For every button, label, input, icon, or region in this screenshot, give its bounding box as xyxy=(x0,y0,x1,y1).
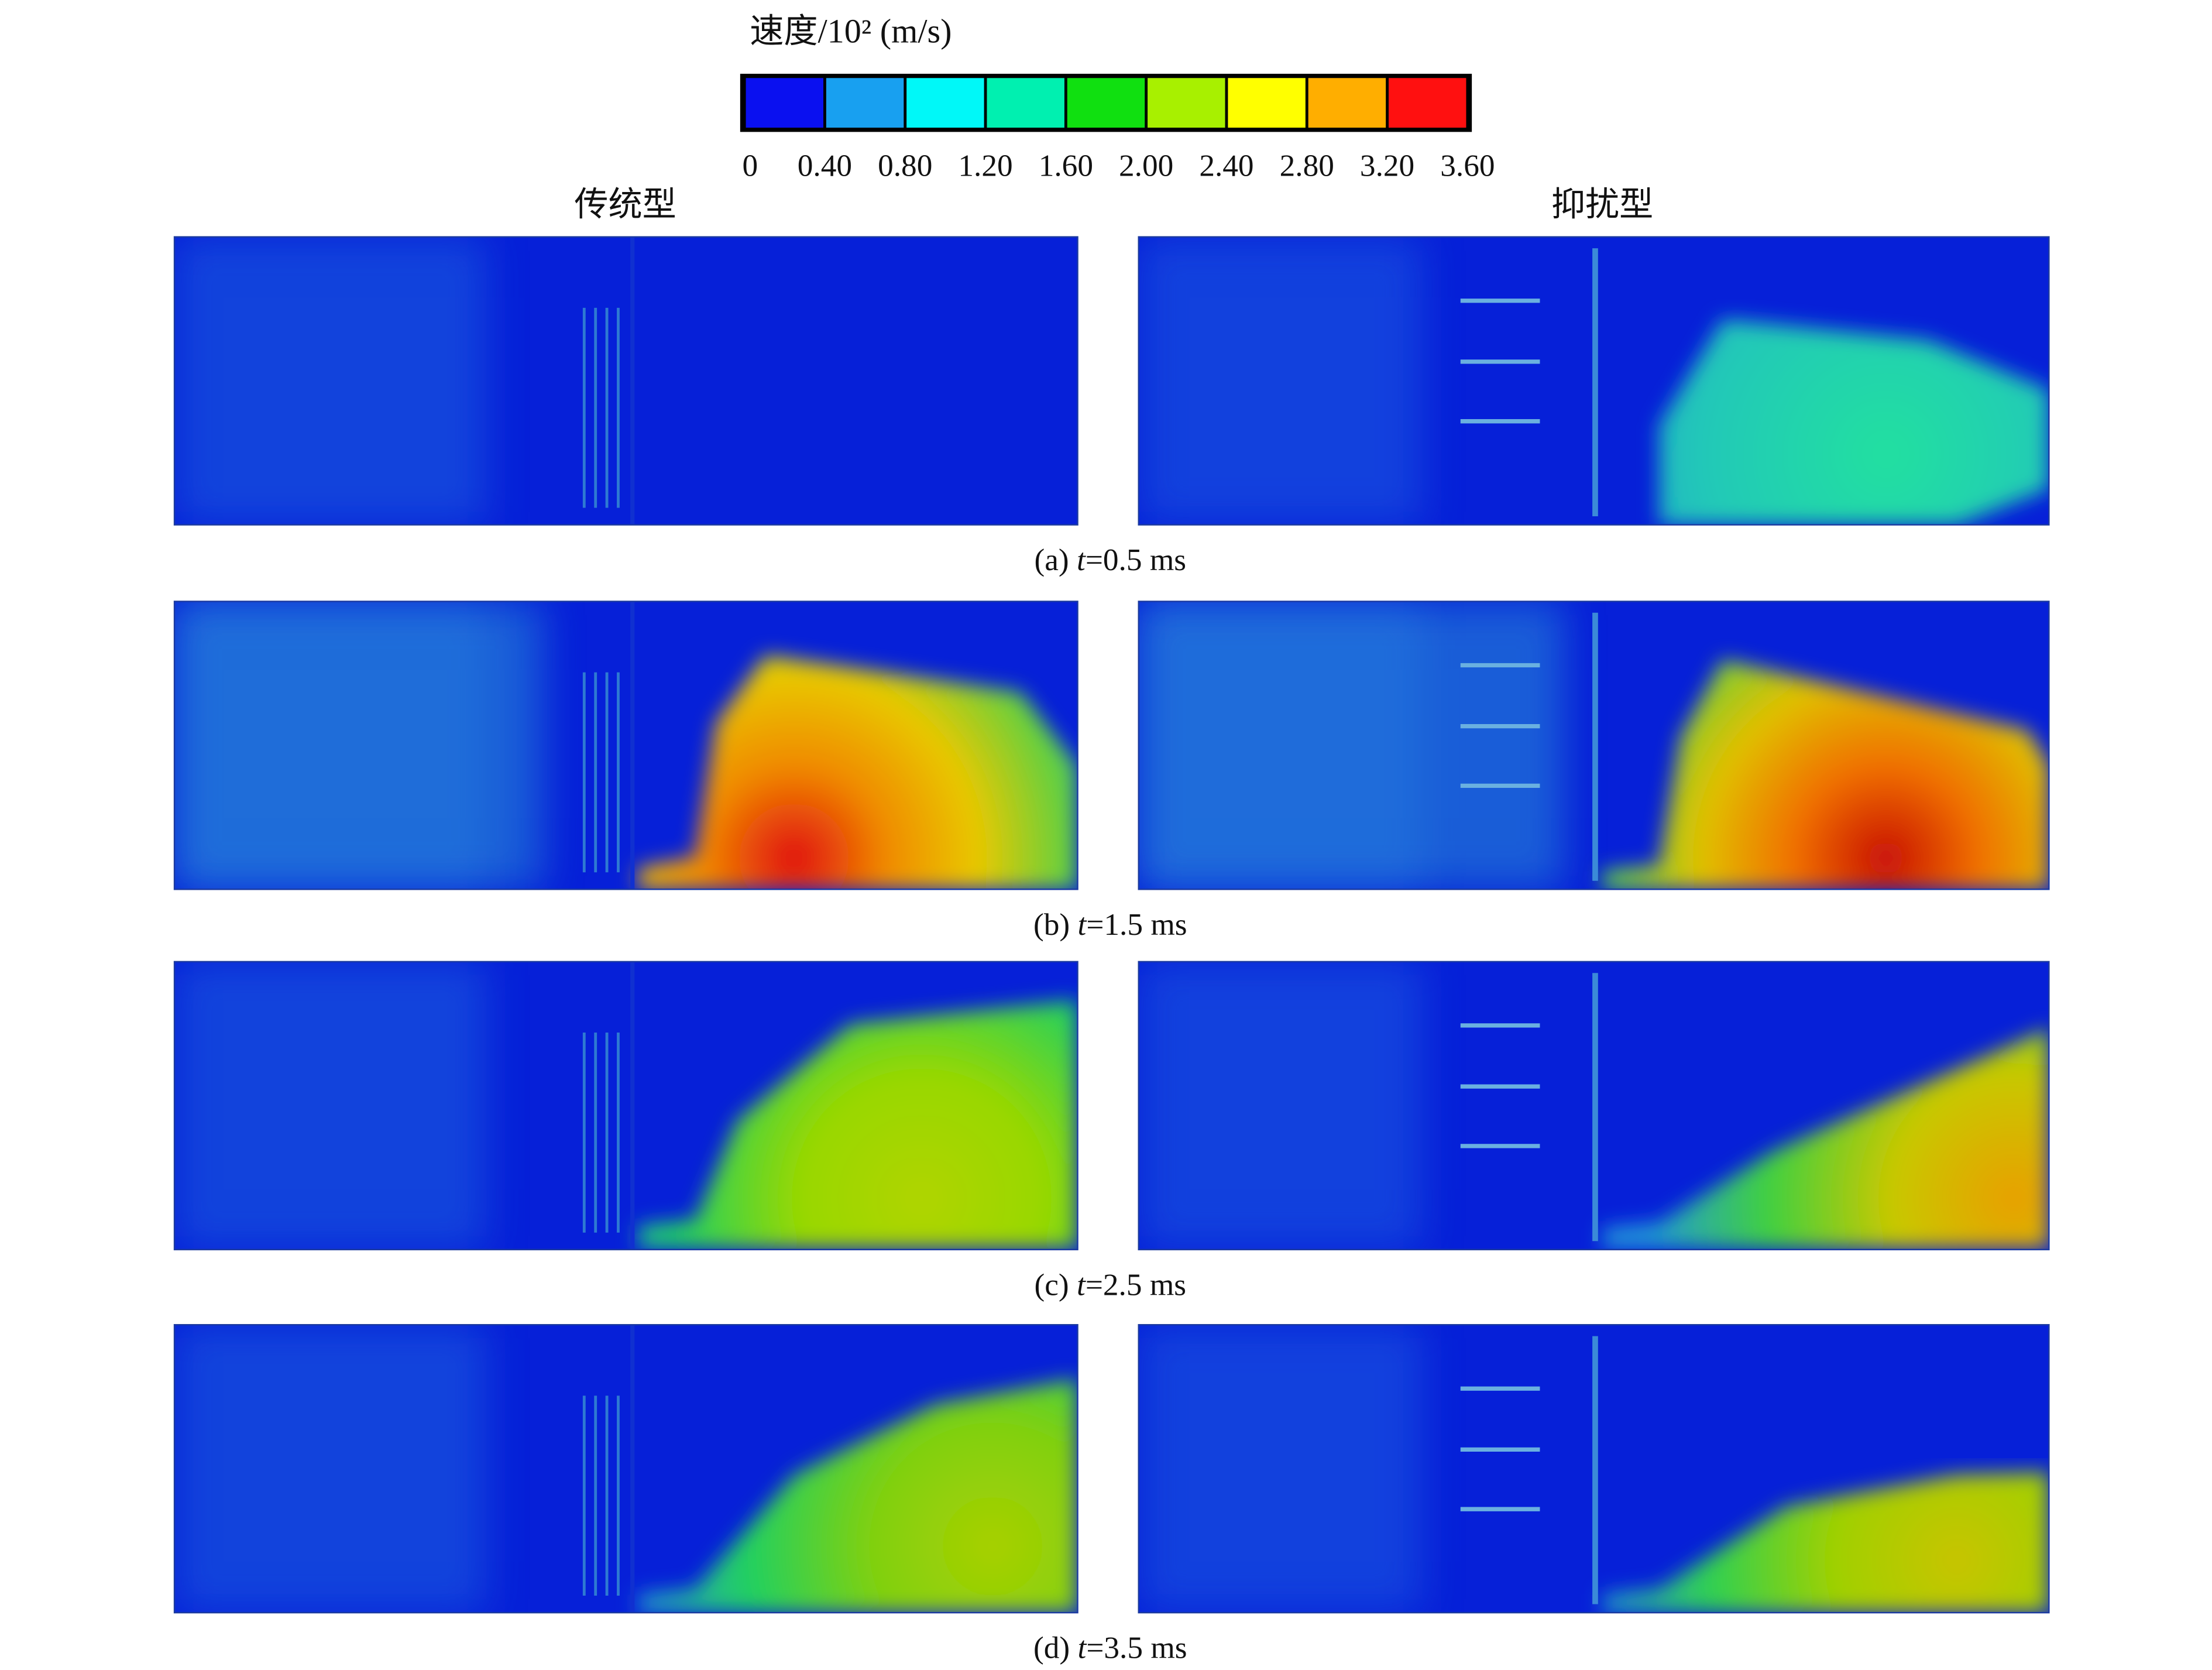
caption-part: t xyxy=(1077,1267,1086,1302)
caption-part: t xyxy=(1077,543,1086,577)
column-header: 传统型 xyxy=(574,185,676,223)
caption-part: =2.5 ms xyxy=(1086,1267,1186,1302)
panel-border xyxy=(1138,601,2050,890)
colorbar-tick-label: 2.00 xyxy=(1119,148,1173,183)
panel-border xyxy=(173,961,1078,1250)
contour-panel xyxy=(1138,961,2049,1250)
flow-region xyxy=(1138,601,1564,890)
panel-caption: (d) t=3.5 ms xyxy=(1033,1631,1187,1665)
jet-region xyxy=(638,1000,1078,1249)
colorbar-tick-label: 0 xyxy=(742,148,758,183)
colorbar-tick-label: 2.40 xyxy=(1199,148,1253,183)
panel-border xyxy=(1138,961,2050,1250)
colorbar-tick-label: 1.20 xyxy=(958,148,1012,183)
caption-part: =0.5 ms xyxy=(1086,543,1186,577)
caption-part: (c) xyxy=(1035,1267,1077,1302)
jet-region xyxy=(1602,1028,2049,1249)
flow-region xyxy=(174,601,544,890)
colorbar-segment xyxy=(746,78,823,128)
caption-part: t xyxy=(1078,1631,1087,1665)
colorbar-segment xyxy=(1067,78,1145,128)
flow-region xyxy=(1138,961,1423,1250)
colorbar-segment xyxy=(826,78,904,128)
jet-region xyxy=(638,655,1078,890)
panel-caption: (c) t=2.5 ms xyxy=(1035,1267,1186,1302)
colorbar-segment xyxy=(1148,78,1225,128)
caption-part: t xyxy=(1078,907,1087,942)
jet-region xyxy=(1659,319,2049,525)
contour-panel xyxy=(174,961,1078,1250)
colorbar-tick-label: 3.20 xyxy=(1360,148,1414,183)
panel-border xyxy=(173,1323,1078,1614)
caption-part: (b) xyxy=(1033,907,1077,942)
caption-part: (a) xyxy=(1035,543,1077,577)
colorbar-tick-label: 1.60 xyxy=(1039,148,1093,183)
panel-caption: (a) t=0.5 ms xyxy=(1035,543,1186,577)
contour-panel xyxy=(1138,236,2049,525)
panel-border xyxy=(1138,236,2050,526)
contour-panels: (a) t=0.5 ms(b) t=1.5 ms(c) t=2.5 ms(d) … xyxy=(173,236,2050,1665)
colorbar-tick-label: 3.60 xyxy=(1440,148,1495,183)
colorbar-tick-label: 2.80 xyxy=(1280,148,1334,183)
contour-panel xyxy=(1138,601,2049,890)
colorbar-title: 速度/10² (m/s) xyxy=(750,12,952,50)
colorbar-segment xyxy=(1228,78,1306,128)
colorbar-segment xyxy=(1308,78,1386,128)
contour-panel xyxy=(1138,1325,2049,1613)
flow-region xyxy=(174,961,487,1250)
panel-border xyxy=(1138,1323,2050,1614)
caption-part: =1.5 ms xyxy=(1086,907,1187,942)
panel-border xyxy=(173,236,1078,526)
contour-panel xyxy=(174,601,1078,890)
jet-region xyxy=(1602,659,2049,890)
caption-part: (d) xyxy=(1033,1631,1077,1665)
contour-panel xyxy=(174,1325,1078,1613)
panel-border xyxy=(173,601,1078,890)
colorbar-tick-label: 0.40 xyxy=(798,148,852,183)
flow-region xyxy=(1138,1325,1423,1613)
flow-region xyxy=(174,1325,487,1613)
contour-panel xyxy=(174,236,1078,525)
caption-part: =3.5 ms xyxy=(1086,1631,1187,1665)
colorbar-segment xyxy=(987,78,1064,128)
colorbar-segment xyxy=(906,78,984,128)
jet-region xyxy=(1602,1472,2049,1613)
panel-caption: (b) t=1.5 ms xyxy=(1033,907,1187,942)
colorbar-segment xyxy=(1389,78,1466,128)
colorbar: 0 0.40 0.80 1.20 1.60 2.00 2.40 2.80 3.20 3.60 xyxy=(740,74,1495,183)
column-header: 抑扰型 xyxy=(1551,185,1653,223)
jet-region xyxy=(638,1378,1078,1613)
flow-region xyxy=(174,236,487,525)
colorbar-tick-label: 0.80 xyxy=(878,148,932,183)
flow-region xyxy=(1138,236,1423,525)
